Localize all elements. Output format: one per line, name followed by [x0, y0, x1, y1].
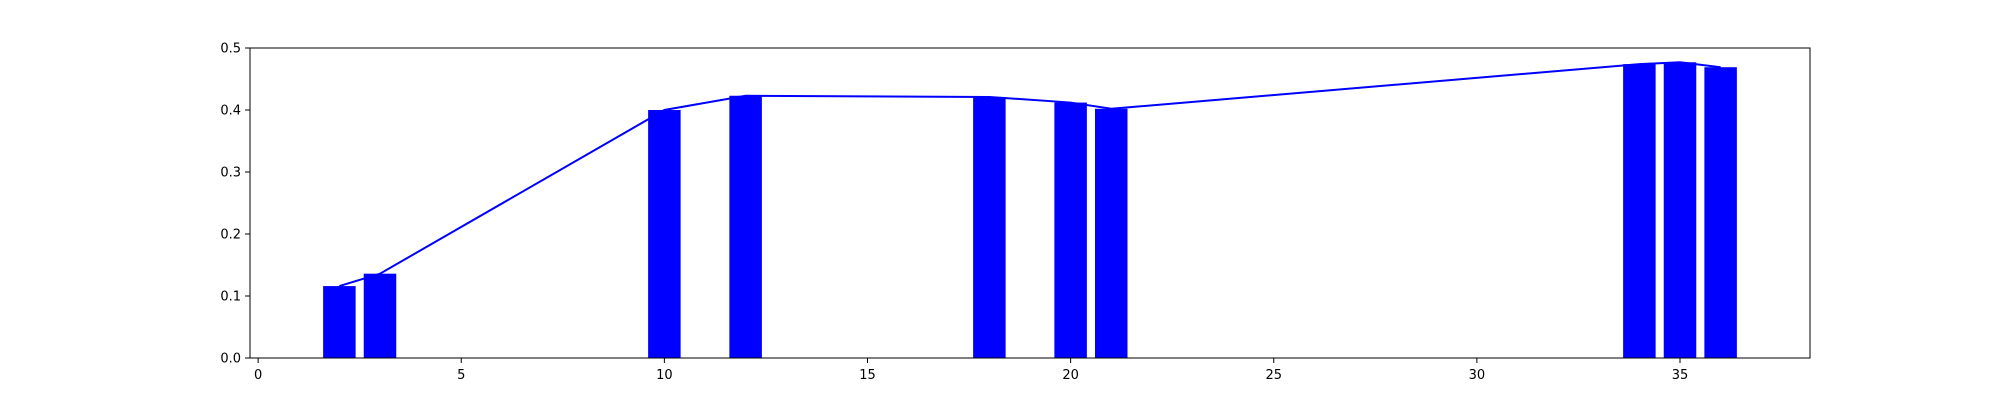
y-tick-label: 0.1 — [220, 290, 241, 305]
bar — [363, 273, 397, 358]
x-tick-label: 5 — [457, 368, 465, 383]
bar — [323, 286, 356, 358]
bar — [1095, 108, 1128, 358]
y-tick-label: 0.2 — [220, 228, 241, 243]
x-tick-label: 30 — [1469, 368, 1486, 383]
bar — [648, 110, 681, 358]
x-tick-label: 15 — [859, 368, 876, 383]
bar — [1663, 62, 1697, 358]
bar — [1054, 102, 1087, 358]
bar-series — [323, 62, 1737, 359]
x-tick-label: 10 — [656, 368, 673, 383]
x-axis-ticks: 0 5 10 15 20 25 30 35 — [254, 358, 1688, 383]
bar — [1623, 64, 1656, 359]
x-tick-label: 0 — [254, 368, 262, 383]
y-tick-label: 0.5 — [220, 42, 241, 57]
plot-frame — [249, 47, 1811, 359]
bar — [973, 96, 1006, 358]
y-tick-label: 0.3 — [220, 166, 241, 181]
y-tick-label: 0.4 — [220, 104, 241, 119]
trend-line — [339, 61, 1721, 288]
bar — [729, 95, 762, 359]
y-tick-label: 0.0 — [220, 352, 241, 367]
bar — [1704, 67, 1737, 358]
x-tick-label: 20 — [1062, 368, 1079, 383]
x-tick-label: 35 — [1672, 368, 1689, 383]
y-axis-ticks: 0.0 0.1 0.2 0.3 0.4 0.5 — [220, 42, 250, 367]
x-tick-label: 25 — [1265, 368, 1282, 383]
